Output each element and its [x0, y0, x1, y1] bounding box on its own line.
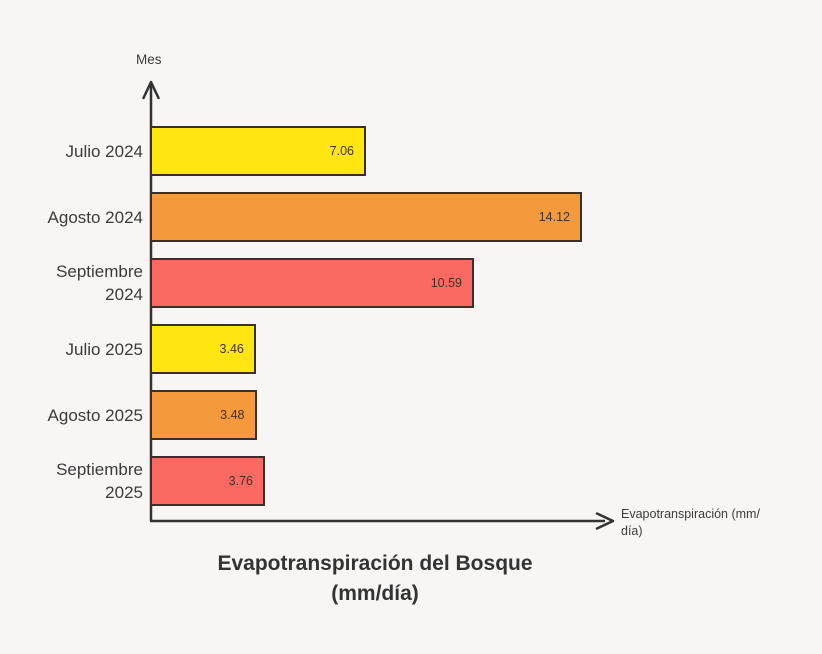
bar-value-label: 14.12	[538, 210, 570, 224]
x-axis-arrowhead-icon	[595, 512, 615, 530]
bar-4: 3.48	[150, 390, 257, 440]
bar-value-label: 7.06	[329, 144, 354, 158]
x-axis-title-line1: Evapotranspiración (mm/	[621, 507, 760, 521]
bar-row: Septiembre 2025 3.76	[0, 456, 582, 506]
bar-value-label: 10.59	[430, 276, 462, 290]
category-label: Agosto 2024	[47, 207, 143, 227]
category-label: Agosto 2025	[47, 405, 143, 425]
x-axis-title-line2: día)	[621, 524, 643, 538]
bar-row: Agosto 2024 14.12	[0, 192, 582, 242]
bar-value-label: 3.46	[219, 342, 244, 356]
chart-title-line2: (mm/día)	[331, 582, 419, 605]
category-label: Septiembre 2024	[56, 262, 143, 304]
bar-row: Agosto 2025 3.48	[0, 390, 582, 440]
bar-value-label: 3.48	[220, 408, 245, 422]
bar-5: 3.76	[150, 456, 265, 506]
bar-row: Septiembre 2024 10.59	[0, 258, 582, 308]
y-axis-title: Mes	[136, 52, 162, 67]
bar-row: Julio 2024 7.06	[0, 126, 582, 176]
chart-title: Evapotranspiración del Bosque (mm/día)	[130, 549, 620, 609]
category-label: Julio 2025	[65, 339, 143, 359]
category-label: Septiembre 2025	[56, 460, 143, 502]
bar-0: 7.06	[150, 126, 366, 176]
bar-2: 10.59	[150, 258, 474, 308]
x-axis-title: Evapotranspiración (mm/ día)	[621, 506, 806, 540]
bar-row: Julio 2025 3.46	[0, 324, 582, 374]
bar-3: 3.46	[150, 324, 256, 374]
y-axis-arrowhead-icon	[142, 80, 160, 100]
bar-rows: Julio 2024 7.06 Agosto 2024 14.12 Septiembre…	[0, 126, 582, 522]
chart-title-line1: Evapotranspiración del Bosque	[217, 552, 533, 575]
bar-1: 14.12	[150, 192, 582, 242]
bar-value-label: 3.76	[228, 474, 253, 488]
category-label: Julio 2024	[65, 141, 143, 161]
